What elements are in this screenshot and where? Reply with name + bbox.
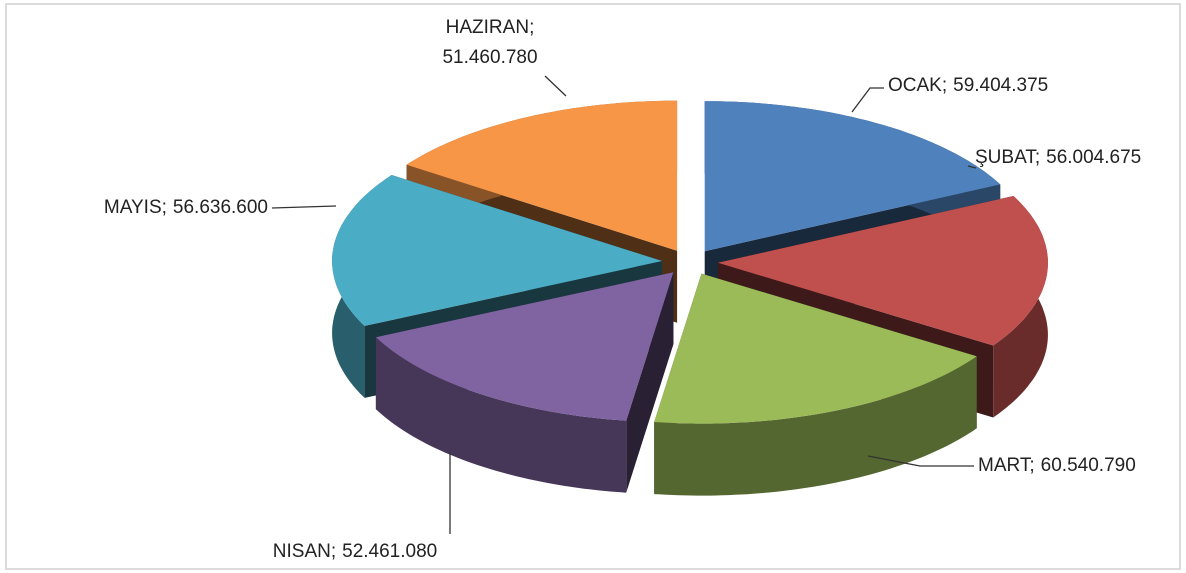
data-label: MART; 60.540.790 bbox=[978, 455, 1136, 476]
slice bbox=[406, 100, 678, 251]
slice bbox=[332, 175, 663, 326]
slice bbox=[654, 273, 977, 424]
label-category: OCAK bbox=[888, 75, 942, 96]
data-label: NISAN; 52.461.080 bbox=[273, 541, 437, 562]
label-value: 60.540.790 bbox=[1041, 455, 1136, 476]
slice-side bbox=[375, 337, 627, 493]
label-value: 56.004.675 bbox=[1046, 147, 1141, 168]
data-label: HAZIRAN; 51.460.780 bbox=[442, 17, 537, 68]
leader-line bbox=[544, 75, 567, 97]
leader-line bbox=[867, 455, 974, 467]
label-category: MAYIS bbox=[104, 197, 162, 218]
label-separator: ; bbox=[529, 17, 534, 38]
label-category: MART bbox=[978, 455, 1032, 476]
slice bbox=[704, 101, 1001, 252]
label-separator: ; bbox=[1029, 455, 1034, 476]
label-value: 51.460.780 bbox=[442, 47, 537, 68]
slice bbox=[375, 272, 674, 421]
label-value: 52.461.080 bbox=[342, 541, 437, 562]
label-category: ŞUBAT bbox=[975, 147, 1037, 168]
label-separator: ; bbox=[331, 541, 336, 562]
leader-line bbox=[851, 87, 884, 113]
label-category: NISAN bbox=[273, 541, 331, 562]
label-category: HAZIRAN bbox=[446, 17, 529, 38]
leader-line bbox=[271, 205, 337, 209]
label-separator: ; bbox=[162, 197, 167, 218]
leader-line bbox=[967, 165, 977, 169]
label-value: 56.636.600 bbox=[173, 197, 268, 218]
label-value: 59.404.375 bbox=[953, 75, 1048, 96]
label-separator: ; bbox=[942, 75, 947, 96]
label-separator: ; bbox=[1035, 147, 1040, 168]
data-label: OCAK; 59.404.375 bbox=[888, 75, 1048, 96]
slice bbox=[717, 196, 1048, 346]
data-label: MAYIS; 56.636.600 bbox=[104, 197, 268, 218]
data-label: ŞUBAT; 56.004.675 bbox=[975, 147, 1141, 168]
